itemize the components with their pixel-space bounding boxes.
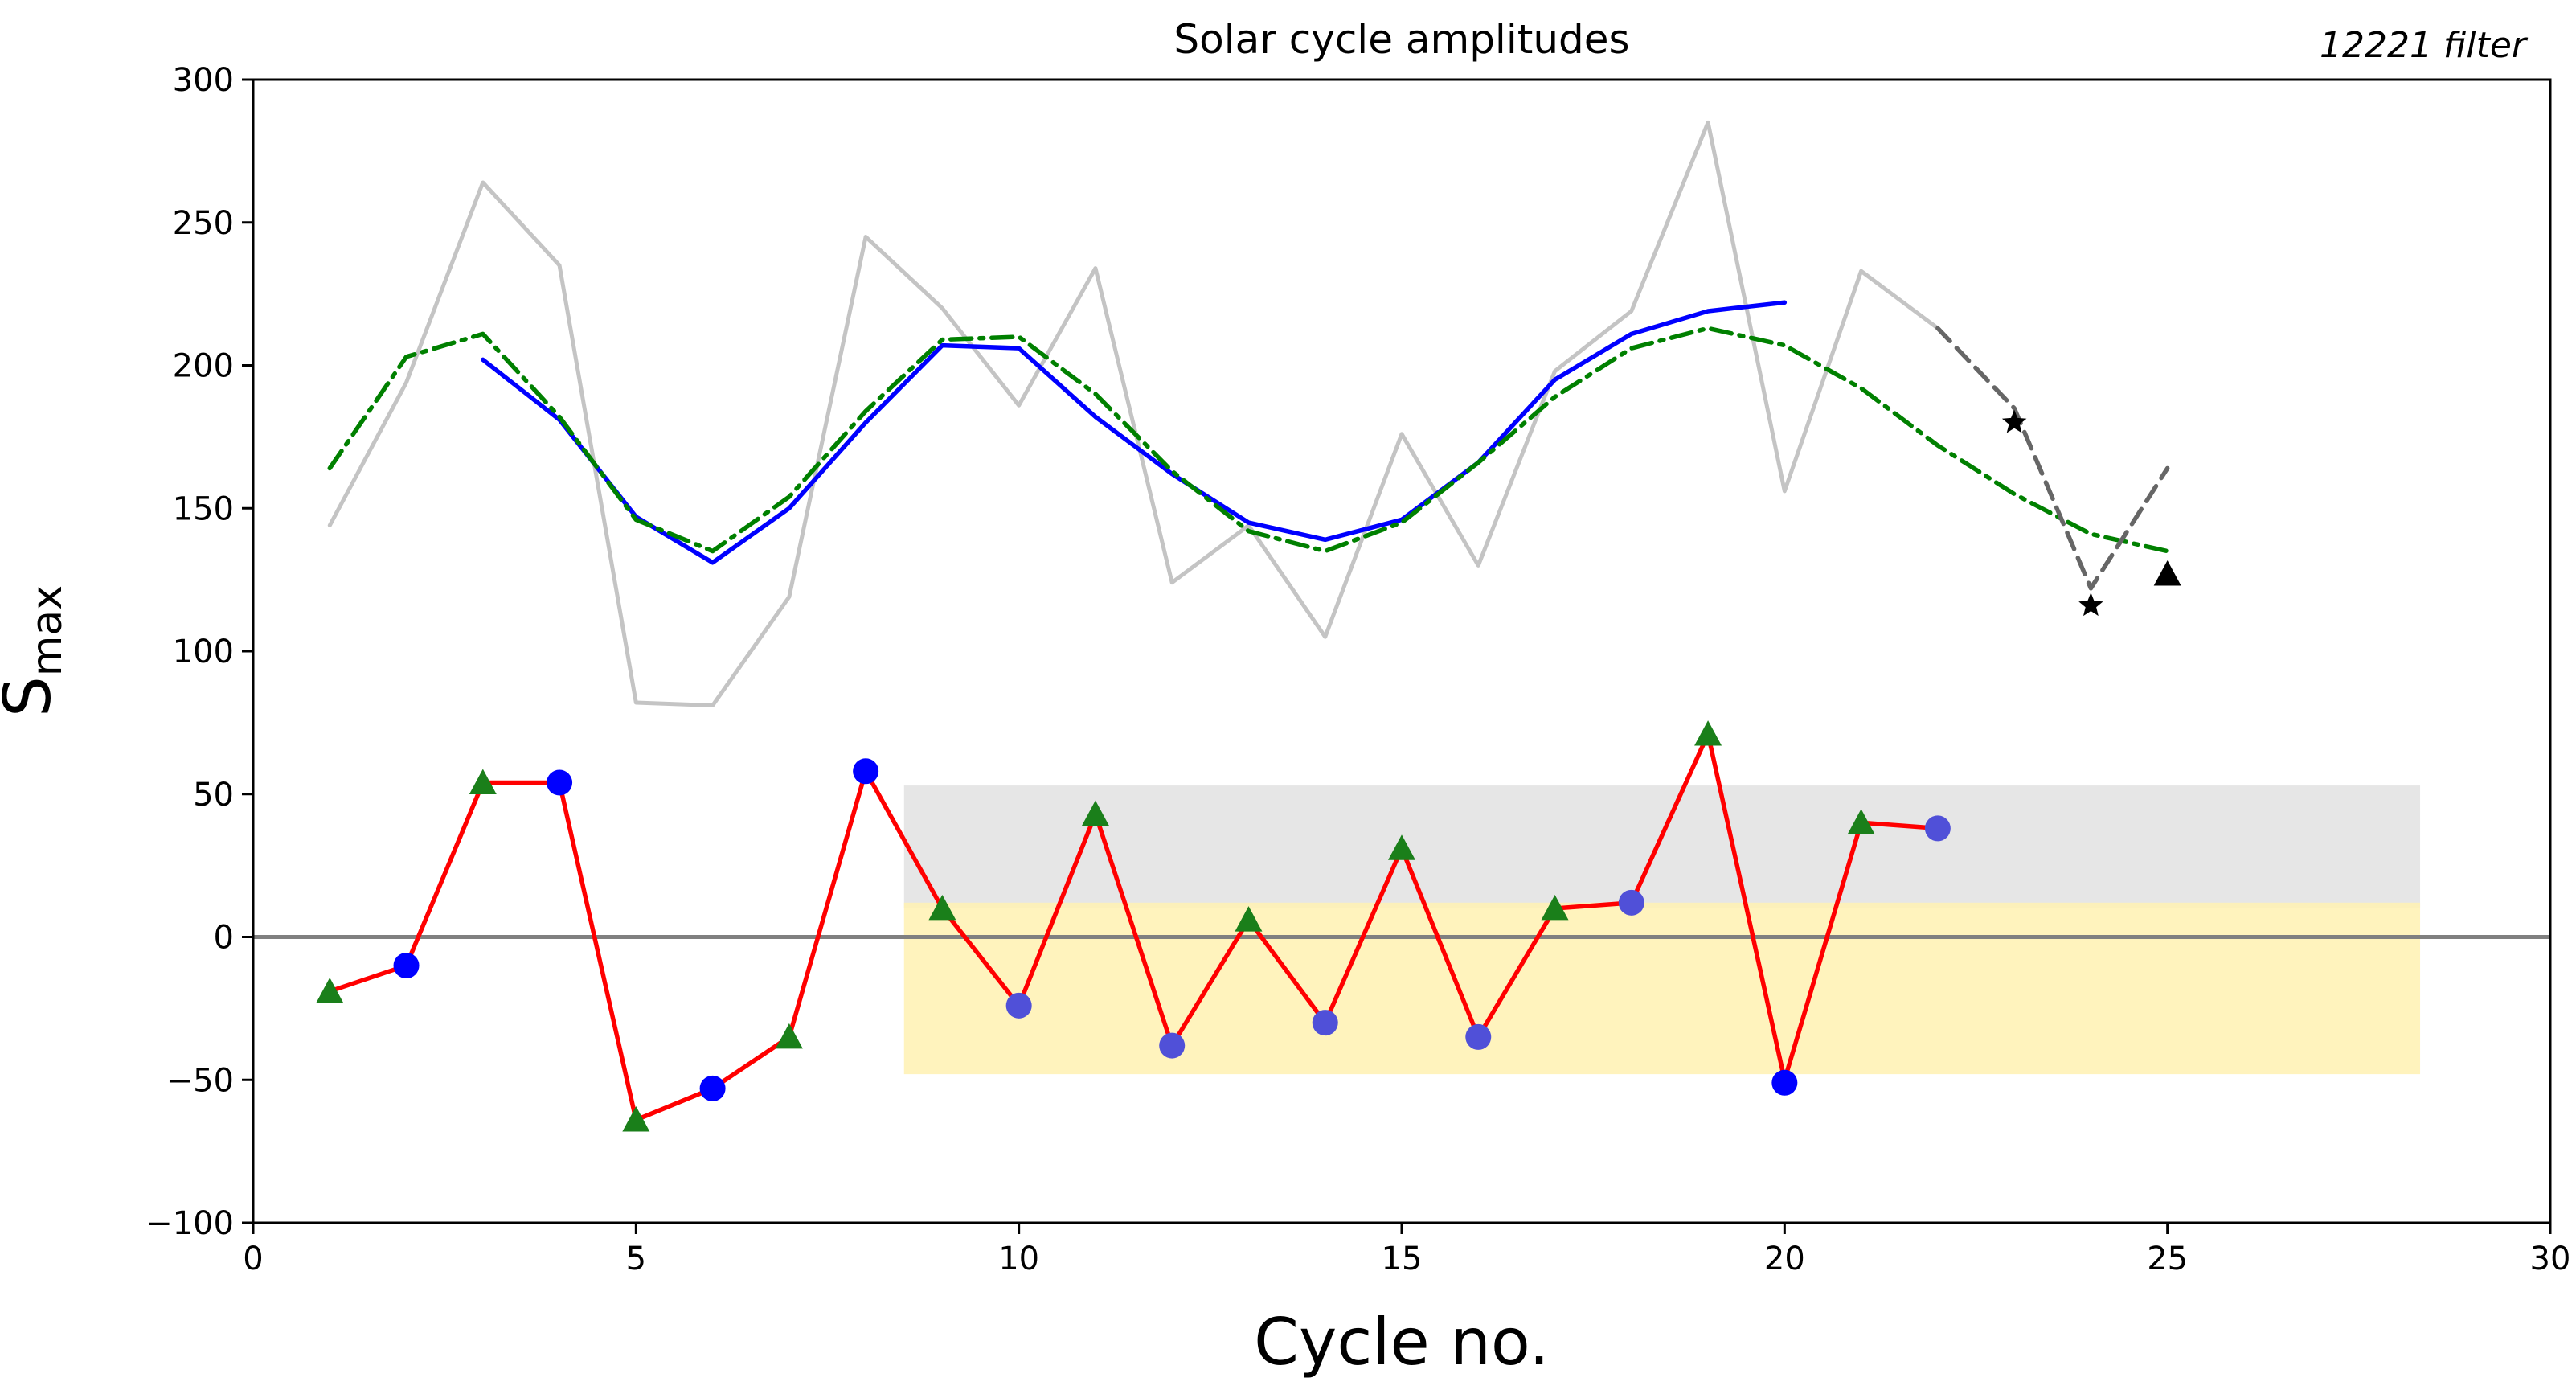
residual-triangle-marker: [775, 1023, 803, 1049]
y-axis-label-main: S: [0, 676, 65, 717]
residual-triangle-marker: [469, 769, 497, 794]
yellow-band: [903, 902, 2421, 1075]
y-tick-label: 250: [173, 205, 234, 242]
residual-circle-marker: [1924, 815, 1951, 842]
x-tick-label: 25: [2147, 1240, 2188, 1277]
residual-triangle-marker: [622, 1106, 650, 1132]
residuals-line: [327, 732, 1940, 1122]
residual-triangle-marker: [1081, 800, 1109, 826]
y-axis-ticks: −100 −50 0 50 100 150 200 250 300: [145, 62, 253, 1242]
raw-amplitudes-line: [327, 120, 1940, 708]
residual-circle-marker: [1005, 992, 1032, 1019]
residual-triangle-marker: [1694, 720, 1722, 746]
residual-triangle-marker: [1541, 894, 1569, 921]
x-axis-label: Cycle no.: [1254, 1305, 1550, 1380]
residual-circle-marker: [547, 769, 573, 796]
y-axis-label-subscript: max: [23, 585, 72, 676]
series-layer: [327, 120, 2170, 1122]
y-tick-label: 150: [173, 490, 234, 527]
residual-circle-marker: [1771, 1069, 1798, 1096]
residual-triangle-marker: [1847, 809, 1875, 834]
y-tick-label: 100: [173, 633, 234, 670]
residual-circle-marker: [1159, 1032, 1186, 1059]
residual-triangle-marker: [928, 894, 956, 921]
y-tick-label: 50: [193, 777, 234, 814]
x-tick-label: 30: [2530, 1240, 2571, 1277]
y-tick-label: 200: [173, 348, 234, 385]
residual-triangle-marker: [1235, 906, 1263, 932]
x-tick-label: 20: [1764, 1240, 1805, 1277]
smooth-fit-line: [327, 326, 2170, 554]
residual-circle-marker: [1618, 889, 1644, 916]
residual-circle-marker: [853, 758, 879, 785]
residual-circle-marker: [699, 1075, 726, 1101]
residual-circle-marker: [1465, 1023, 1492, 1050]
y-tick-label: 0: [214, 920, 234, 957]
x-tick-label: 0: [243, 1240, 263, 1277]
y-tick-label: 300: [173, 62, 234, 99]
x-axis-ticks: 0 5 10 15 20 25 30: [243, 1223, 2570, 1277]
x-tick-label: 5: [626, 1240, 646, 1277]
chart-title: Solar cycle amplitudes: [1173, 16, 1629, 63]
prediction-triangle-marker: [2153, 560, 2181, 586]
y-axis-label: Smax: [0, 585, 72, 717]
x-tick-label: 10: [998, 1240, 1039, 1277]
filter-annotation: 12221 filter: [2320, 25, 2529, 66]
residual-triangle-marker: [1388, 834, 1415, 860]
prediction-star-marker: [2001, 409, 2027, 433]
y-tick-label: −50: [166, 1062, 234, 1099]
prediction-star-marker: [2078, 592, 2103, 617]
regions-layer: [903, 785, 2421, 1075]
x-tick-label: 15: [1382, 1240, 1423, 1277]
gray-band: [903, 785, 2421, 908]
y-tick-label: −100: [145, 1205, 234, 1242]
forecast-line: [1935, 326, 2170, 591]
residual-circle-marker: [393, 953, 420, 979]
residual-circle-marker: [1312, 1010, 1338, 1036]
residual-triangle-marker: [316, 978, 344, 1003]
filtered-12221-line: [481, 300, 1788, 565]
marker-layer: [316, 409, 2181, 1132]
